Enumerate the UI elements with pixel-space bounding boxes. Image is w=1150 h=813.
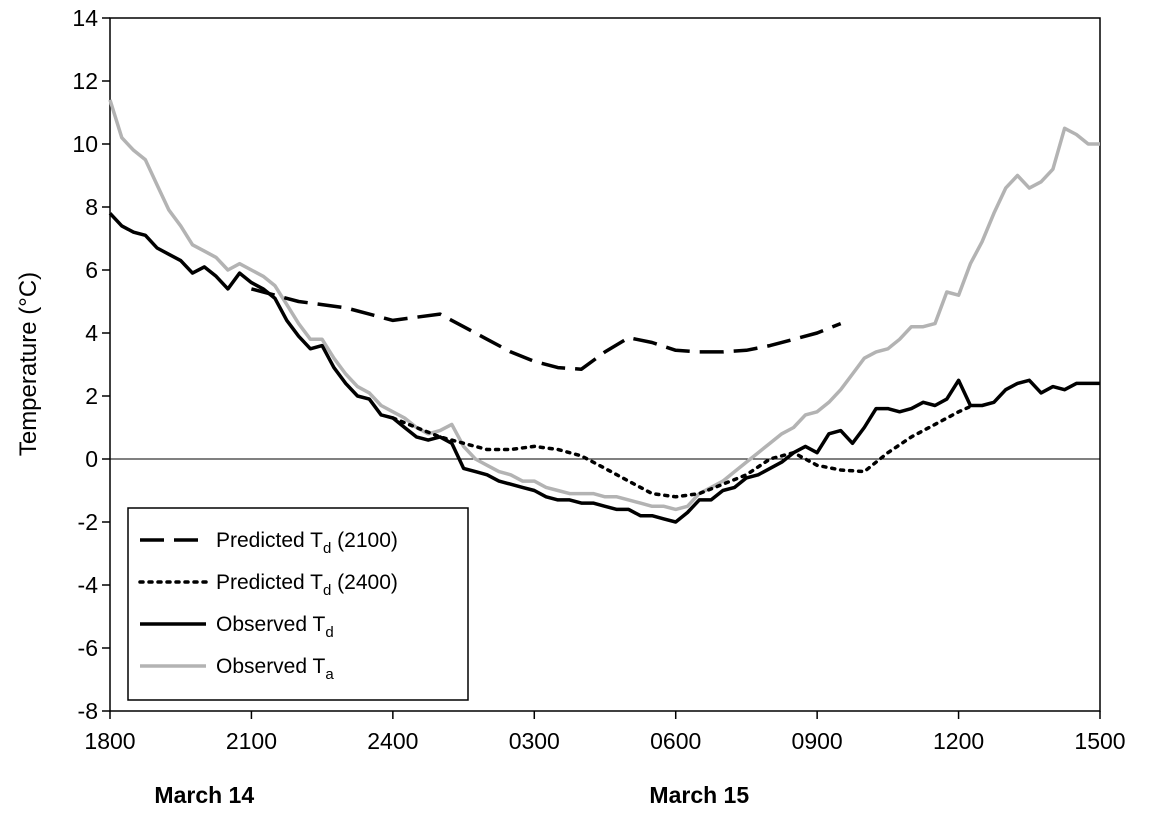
- x-tick-label: 2100: [226, 728, 277, 754]
- x-tick-label: 0300: [509, 728, 560, 754]
- series-line-1: [391, 403, 975, 499]
- y-tick-label: 2: [85, 383, 98, 409]
- legend-label-1: Predicted Td (2400): [216, 571, 398, 599]
- series-line-2: [108, 212, 1100, 524]
- y-tick-label: 6: [85, 257, 98, 283]
- plot-area-frame: [109, 17, 1101, 712]
- series-line-3: [108, 99, 1100, 512]
- legend-label-2: Observed Td: [216, 613, 334, 641]
- date-label: March 14: [154, 782, 254, 808]
- legend: Predicted Td (2100) Predicted Td (2400) Ob…: [127, 507, 469, 701]
- y-axis-ticks: -8 -6 -4 -2 0 2 4 6 8 10 12 14: [72, 5, 110, 724]
- x-axis-ticks: 1800 2100 2400 0300 0600 0900 1200 1500: [84, 711, 1126, 754]
- y-tick-label: -2: [78, 509, 98, 535]
- y-tick-label: -8: [78, 698, 98, 724]
- y-tick-label: 4: [85, 320, 98, 346]
- y-tick-label: 14: [72, 5, 98, 31]
- series-line-0: [250, 287, 842, 371]
- x-tick-label: 1200: [933, 728, 984, 754]
- x-tick-label: 1800: [84, 728, 135, 754]
- y-tick-label: -4: [78, 572, 99, 598]
- y-tick-label: 0: [85, 446, 98, 472]
- x-tick-label: 2400: [367, 728, 418, 754]
- series-layer: [108, 99, 1100, 524]
- x-tick-label: 1500: [1074, 728, 1125, 754]
- legend-label-0: Predicted Td (2100): [216, 529, 398, 557]
- date-label: March 15: [649, 782, 749, 808]
- x-tick-label: 0900: [792, 728, 843, 754]
- x-tick-label: 0600: [650, 728, 701, 754]
- y-tick-label: 8: [85, 194, 98, 220]
- y-tick-label: 12: [72, 68, 98, 94]
- legend-label-3: Observed Ta: [216, 655, 334, 683]
- y-tick-label: -6: [78, 635, 98, 661]
- date-labels: March 14 March 15: [154, 782, 749, 808]
- y-tick-label: 10: [72, 131, 98, 157]
- y-axis-title: Temperature (°C): [15, 272, 42, 456]
